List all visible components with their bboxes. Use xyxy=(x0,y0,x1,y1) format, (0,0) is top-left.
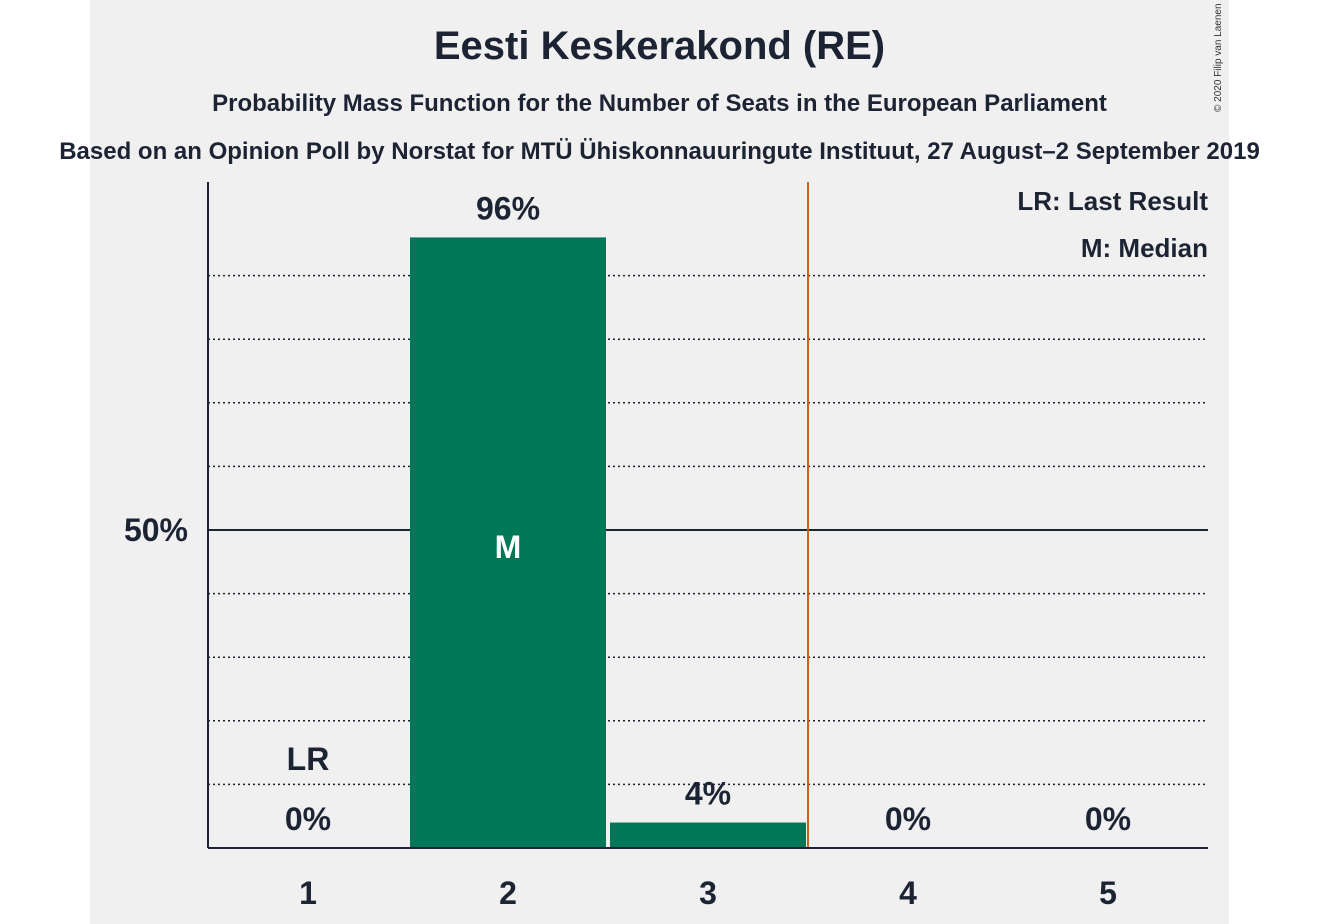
y-tick-label: 50% xyxy=(124,512,188,548)
bar-value-label: 0% xyxy=(1085,801,1131,837)
bar-value-label: 0% xyxy=(885,801,931,837)
legend-entry: LR: Last Result xyxy=(1017,186,1208,216)
chart-source-subtitle: Based on an Opinion Poll by Norstat for … xyxy=(59,138,1260,165)
chart-subtitle: Probability Mass Function for the Number… xyxy=(212,90,1107,117)
bar xyxy=(610,822,806,848)
bar-value-label: 4% xyxy=(685,776,731,812)
x-tick-label: 5 xyxy=(1099,875,1117,911)
legend-entry: M: Median xyxy=(1081,233,1208,263)
chart-title: Eesti Keskerakond (RE) xyxy=(433,24,886,68)
x-tick-label: 3 xyxy=(699,875,717,911)
median-marker: M xyxy=(495,529,522,565)
chart-panel xyxy=(90,0,1229,924)
bar-value-label: 0% xyxy=(285,801,331,837)
x-tick-label: 4 xyxy=(899,875,917,911)
bar-value-label: 96% xyxy=(476,190,540,226)
last-result-marker: LR xyxy=(287,741,330,777)
x-tick-label: 2 xyxy=(499,875,517,911)
bar xyxy=(410,237,606,848)
x-tick-label: 1 xyxy=(299,875,317,911)
